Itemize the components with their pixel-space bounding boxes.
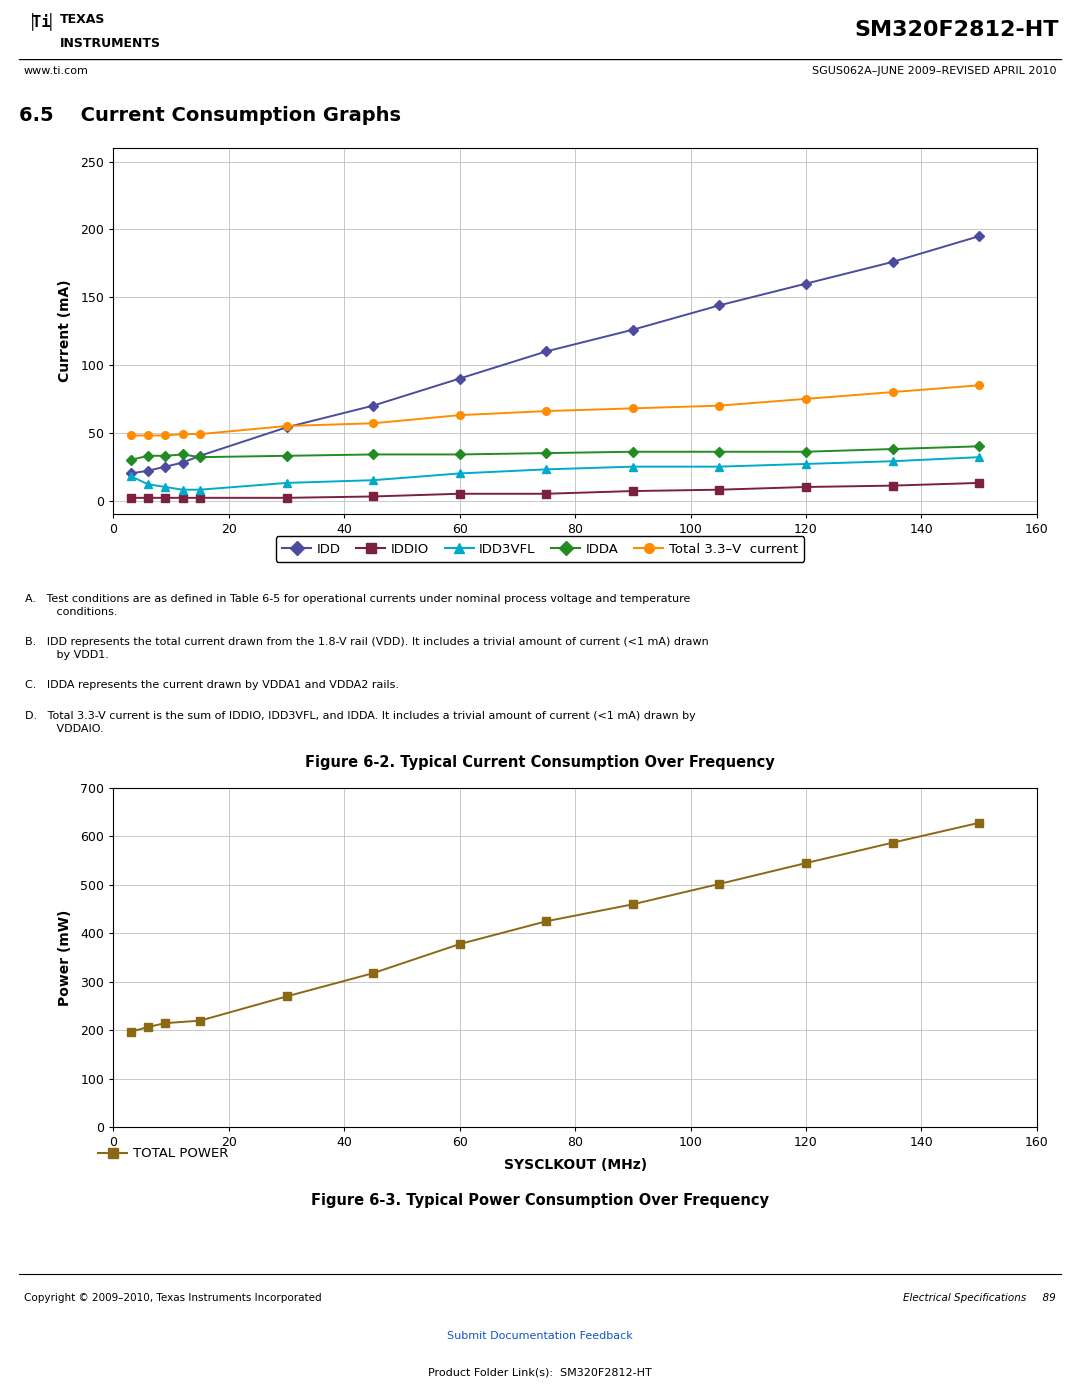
Legend: IDD, IDDIO, IDD3VFL, IDDA, Total 3.3–V  current: IDD, IDDIO, IDD3VFL, IDDA, Total 3.3–V c… <box>275 536 805 562</box>
Text: C.   IDDA represents the current drawn by VDDA1 and VDDA2 rails.: C. IDDA represents the current drawn by … <box>25 680 399 690</box>
Text: A.   Test conditions are as defined in Table 6-5 for operational currents under : A. Test conditions are as defined in Tab… <box>25 594 690 617</box>
Text: INSTRUMENTS: INSTRUMENTS <box>59 38 161 50</box>
Legend: TOTAL POWER: TOTAL POWER <box>93 1143 233 1165</box>
X-axis label: SYSCLKOUT (MHz): SYSCLKOUT (MHz) <box>503 545 647 559</box>
Text: Figure 6-2. Typical Current Consumption Over Frequency: Figure 6-2. Typical Current Consumption … <box>306 756 774 770</box>
Y-axis label: Power (mW): Power (mW) <box>58 909 72 1006</box>
Text: Electrical Specifications     89: Electrical Specifications 89 <box>904 1294 1056 1303</box>
Text: SM320F2812-HT: SM320F2812-HT <box>854 20 1058 41</box>
Text: ▕Ti▏: ▕Ti▏ <box>24 13 60 29</box>
Text: Copyright © 2009–2010, Texas Instruments Incorporated: Copyright © 2009–2010, Texas Instruments… <box>24 1294 322 1303</box>
Text: SGUS062A–JUNE 2009–REVISED APRIL 2010: SGUS062A–JUNE 2009–REVISED APRIL 2010 <box>812 66 1056 77</box>
Text: TEXAS: TEXAS <box>59 13 105 27</box>
Text: Submit Documentation Feedback: Submit Documentation Feedback <box>447 1330 633 1341</box>
Y-axis label: Current (mA): Current (mA) <box>58 279 72 383</box>
Text: B.   IDD represents the total current drawn from the 1.8-V rail (VDD). It includ: B. IDD represents the total current draw… <box>25 637 708 661</box>
Text: 6.5    Current Consumption Graphs: 6.5 Current Consumption Graphs <box>19 106 402 126</box>
Text: www.ti.com: www.ti.com <box>24 66 89 77</box>
Text: Figure 6-3. Typical Power Consumption Over Frequency: Figure 6-3. Typical Power Consumption Ov… <box>311 1193 769 1207</box>
Text: Product Folder Link(s):  SM320F2812-HT: Product Folder Link(s): SM320F2812-HT <box>428 1368 652 1377</box>
X-axis label: SYSCLKOUT (MHz): SYSCLKOUT (MHz) <box>503 1158 647 1172</box>
Text: D.   Total 3.3-V current is the sum of IDDIO, IDD3VFL, and IDDA. It includes a t: D. Total 3.3-V current is the sum of IDD… <box>25 711 696 735</box>
